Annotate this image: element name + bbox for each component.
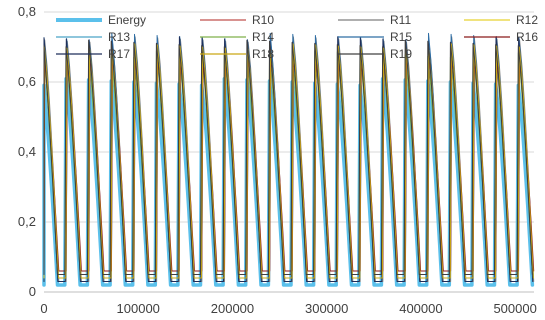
axes: 0 0,2 0,4 0,6 0,8 0 100000 200000 300000 400000 50… <box>18 4 537 316</box>
legend-item-r18: R18 <box>200 47 274 61</box>
legend-item-energy: Energy <box>56 13 146 27</box>
legend-label: R14 <box>252 30 274 44</box>
x-tick-label: 200000 <box>211 301 254 316</box>
legend-item-r17: R17 <box>56 47 130 61</box>
legend-item-r13: R13 <box>56 30 130 44</box>
legend-label: R10 <box>252 13 274 27</box>
legend-label: R18 <box>252 47 274 61</box>
legend-label: R19 <box>390 47 412 61</box>
y-tick-label: 0,8 <box>18 4 36 19</box>
legend-label: R16 <box>516 30 538 44</box>
y-tick-label: 0,4 <box>18 144 36 159</box>
legend-item-r12: R12 <box>464 13 538 27</box>
legend-item-r16: R16 <box>464 30 538 44</box>
y-tick-label: 0,2 <box>18 214 36 229</box>
legend: Energy R10 R11 R12 R13 R14 R15 R16 R17 R18 R19 <box>56 13 538 61</box>
legend-item-r10: R10 <box>200 13 274 27</box>
series-line-energy <box>42 77 535 287</box>
x-tick-label: 300000 <box>305 301 348 316</box>
legend-item-r15: R15 <box>338 30 412 44</box>
series-lines <box>42 32 535 287</box>
legend-label: R15 <box>390 30 412 44</box>
series-line-r18 <box>43 43 534 279</box>
x-tick-label: 400000 <box>399 301 442 316</box>
legend-label: R11 <box>390 13 411 27</box>
legend-item-r14: R14 <box>200 30 274 44</box>
legend-item-r19: R19 <box>338 47 412 61</box>
legend-label: R12 <box>516 13 538 27</box>
x-tick-label: 500000 <box>493 301 536 316</box>
y-tick-label: 0,6 <box>18 74 36 89</box>
y-tick-label: 0 <box>29 284 36 299</box>
series-line-r19 <box>43 39 533 275</box>
legend-label: Energy <box>108 13 146 27</box>
legend-label: R13 <box>108 30 130 44</box>
x-tick-label: 100000 <box>117 301 160 316</box>
gridlines <box>44 11 534 223</box>
x-tick-label: 0 <box>40 301 47 316</box>
legend-label: R17 <box>108 47 130 61</box>
legend-item-r11: R11 <box>338 13 411 27</box>
